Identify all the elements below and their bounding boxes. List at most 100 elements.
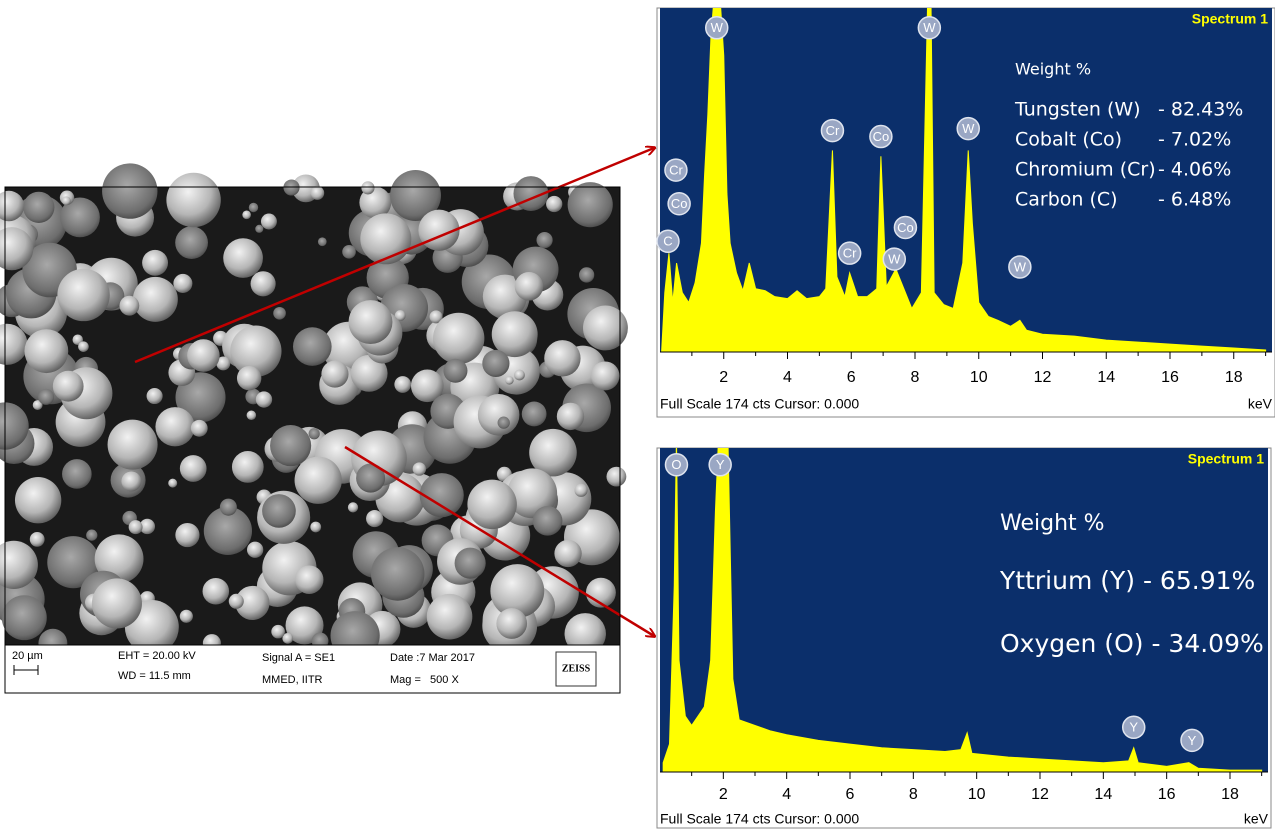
particle [295, 565, 324, 594]
particle [15, 477, 61, 523]
particle [38, 389, 54, 405]
x-tick-label: 12 [1031, 786, 1049, 803]
particle [147, 388, 163, 404]
scale-label: 20 µm [12, 650, 43, 662]
chart-title: Spectrum 1 [1192, 11, 1268, 27]
x-tick-label: 16 [1161, 369, 1179, 386]
x-tick-label: 8 [911, 369, 920, 386]
particle [342, 245, 356, 259]
figure: 20 µm EHT = 20.00 kV WD = 11.5 mm Signal… [0, 0, 1275, 829]
x-axis-label: keV [1244, 811, 1269, 827]
particle [360, 213, 411, 264]
particle [514, 370, 525, 381]
particle [467, 480, 516, 529]
particle [23, 192, 54, 223]
particle [203, 578, 230, 605]
composition-value: - 82.43% [1158, 99, 1243, 121]
particle [262, 494, 296, 528]
peak-label: W [711, 20, 724, 35]
particle [310, 522, 321, 533]
particle [155, 407, 194, 446]
x-tick-label: 16 [1158, 786, 1176, 803]
particle [121, 471, 141, 491]
particle [247, 542, 263, 558]
sem-info: Date :7 Mar 2017 [390, 652, 475, 664]
x-tick-label: 10 [970, 369, 988, 386]
particle [261, 214, 277, 230]
particle [271, 625, 285, 639]
peak-label: W [923, 20, 936, 35]
particle [349, 300, 393, 344]
composition-element: Tungsten (W) [1014, 99, 1141, 121]
composition-heading: Weight % [1000, 511, 1105, 536]
x-tick-label: 18 [1225, 369, 1243, 386]
particle [371, 547, 425, 601]
particle [255, 225, 263, 233]
particle [129, 520, 143, 534]
particle [24, 329, 68, 373]
particle [583, 306, 628, 351]
particle [557, 403, 584, 430]
composition-heading: Weight % [1015, 60, 1091, 79]
particle [62, 196, 71, 205]
sem-info: WD = 11.5 mm [118, 670, 191, 682]
particle [568, 182, 613, 227]
x-tick-label: 10 [968, 786, 986, 803]
sem-info: Mag = 500 X [390, 674, 459, 686]
particle [62, 459, 92, 489]
particle [187, 339, 220, 372]
composition-value: - 7.02% [1158, 129, 1231, 151]
sem-image: 20 µm EHT = 20.00 kV WD = 11.5 mm Signal… [0, 163, 628, 693]
particle [544, 340, 580, 376]
particle [175, 226, 208, 259]
peak-label: Co [897, 220, 914, 235]
particle [533, 506, 563, 536]
particle [546, 196, 562, 212]
x-tick-label: 8 [909, 786, 918, 803]
particle [180, 610, 193, 623]
particle [247, 410, 256, 419]
particle [237, 366, 261, 390]
particle [433, 313, 484, 364]
particle [168, 479, 177, 488]
particle [175, 523, 199, 547]
x-tick-label: 2 [719, 369, 728, 386]
particle [420, 473, 464, 517]
particle [309, 428, 320, 439]
x-tick-label: 4 [782, 786, 791, 803]
x-tick-label: 6 [846, 786, 855, 803]
particle [229, 594, 244, 609]
particle [220, 499, 237, 516]
chart-title: Spectrum 1 [1188, 451, 1264, 467]
particle [413, 462, 426, 475]
plot-background [660, 448, 1268, 772]
peak-label: Y [1188, 733, 1197, 748]
composition-row: Oxygen (O) - 34.09% [1000, 629, 1264, 658]
particle [522, 402, 547, 427]
peak-label: Cr [669, 163, 683, 178]
particle [554, 540, 581, 567]
peak-label: Cr [843, 246, 857, 261]
composition-element: Carbon (C) [1015, 189, 1118, 211]
particle [249, 203, 258, 212]
sem-info: MMED, IITR [262, 674, 323, 686]
particle [102, 163, 157, 218]
particle [515, 272, 544, 301]
x-tick-label: 2 [719, 786, 728, 803]
particle [482, 350, 509, 377]
particle [443, 359, 467, 383]
x-tick-label: 6 [847, 369, 856, 386]
x-tick-label: 12 [1034, 369, 1052, 386]
particle [591, 361, 620, 390]
particle [270, 425, 311, 466]
peak-label: W [962, 121, 975, 136]
particle [505, 376, 513, 384]
x-tick-label: 14 [1094, 786, 1112, 803]
x-axis-label: keV [1248, 396, 1273, 412]
peak-label: C [663, 234, 672, 249]
particle [273, 307, 286, 320]
particle [574, 484, 587, 497]
particle [427, 594, 473, 640]
